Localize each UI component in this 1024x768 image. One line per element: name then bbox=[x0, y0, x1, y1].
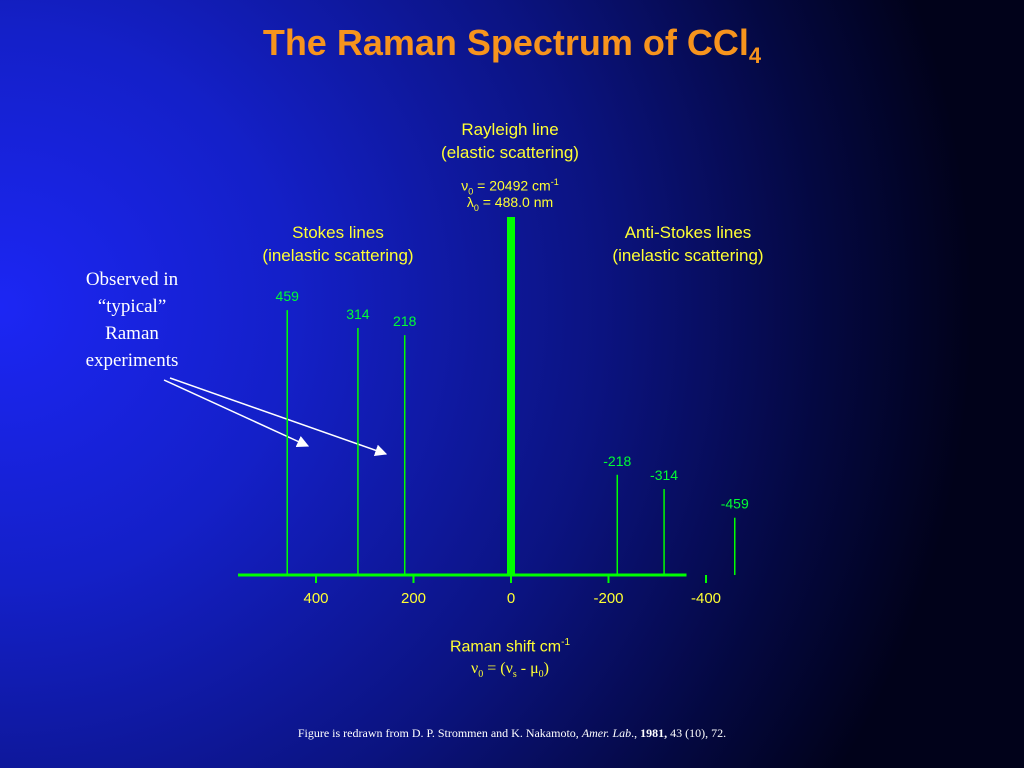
x-tick-label--400: -400 bbox=[691, 590, 721, 607]
x-tick-label-0: 0 bbox=[507, 590, 515, 607]
raman-line-label-314: 314 bbox=[346, 306, 370, 322]
raman-line-label-459: 459 bbox=[276, 288, 300, 304]
x-axis-title: Raman shift cm-1 ν0 = (νs - μ0) bbox=[380, 632, 640, 687]
slide-title: The Raman Spectrum of CCl4 bbox=[262, 22, 762, 68]
pointer-arrow-stokes-314 bbox=[169, 377, 388, 457]
x-axis-formula: ν0 = (νs - μ0) bbox=[471, 660, 549, 681]
antistokes-label: Anti-Stokes lines (inelastic scattering) bbox=[612, 223, 764, 265]
x-tick-label-400: 400 bbox=[303, 590, 328, 607]
raman-line-label--218: -218 bbox=[603, 453, 631, 469]
rayleigh-frequency: ν0 = 20492 cm-1 bbox=[461, 177, 559, 197]
raman-line-label--459: -459 bbox=[721, 496, 749, 512]
x-tick-label-200: 200 bbox=[401, 590, 426, 607]
stokes-label: Stokes lines (inelastic scattering) bbox=[262, 223, 414, 265]
figure-caption: Figure is redrawn from D. P. Strommen an… bbox=[297, 726, 727, 740]
pointer-arrow-stokes-459 bbox=[163, 379, 310, 447]
rayleigh-wavelength: λ0 = 488.0 nm bbox=[466, 194, 554, 213]
raman-line-label-218: 218 bbox=[393, 313, 417, 329]
rayleigh-label: Rayleigh line (elastic scattering) bbox=[441, 120, 579, 162]
raman-line-label--314: -314 bbox=[650, 467, 678, 483]
observed-note: Observed in “typical” Raman experiments bbox=[85, 269, 179, 371]
x-tick-label--200: -200 bbox=[593, 590, 623, 607]
